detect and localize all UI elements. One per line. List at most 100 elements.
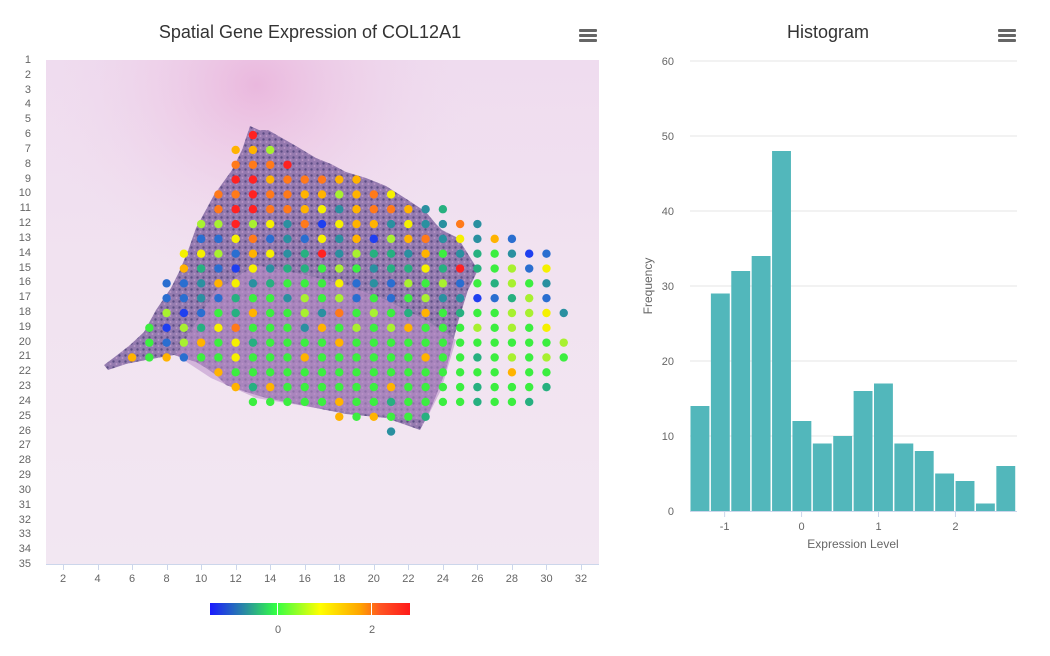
expression-spot[interactable] <box>507 382 517 392</box>
expression-spot[interactable] <box>248 234 258 244</box>
expression-spot[interactable] <box>300 397 309 407</box>
expression-spot[interactable] <box>421 234 430 244</box>
expression-spot[interactable] <box>231 279 240 288</box>
expression-spot[interactable] <box>404 323 413 333</box>
expression-spot[interactable] <box>196 308 206 318</box>
expression-spot[interactable] <box>196 338 206 347</box>
expression-spot[interactable] <box>248 323 258 333</box>
expression-spot[interactable] <box>386 234 396 244</box>
expression-spot[interactable] <box>248 145 258 155</box>
expression-spot[interactable] <box>266 175 275 184</box>
expression-spot[interactable] <box>421 382 430 392</box>
expression-spot[interactable] <box>231 205 240 214</box>
expression-spot[interactable] <box>248 205 258 214</box>
expression-spot[interactable] <box>196 353 206 362</box>
expression-spot[interactable] <box>404 338 413 347</box>
expression-spot[interactable] <box>335 397 344 407</box>
expression-spot[interactable] <box>231 160 240 169</box>
expression-spot[interactable] <box>369 368 378 377</box>
expression-spot[interactable] <box>300 323 309 333</box>
expression-spot[interactable] <box>283 279 292 288</box>
expression-spot[interactable] <box>421 323 430 333</box>
expression-spot[interactable] <box>231 249 240 258</box>
expression-spot[interactable] <box>507 264 517 273</box>
expression-spot[interactable] <box>248 130 258 140</box>
expression-spot[interactable] <box>266 145 275 155</box>
histogram-bar[interactable] <box>996 466 1016 511</box>
histogram-bar[interactable] <box>690 406 710 511</box>
expression-spot[interactable] <box>404 234 413 244</box>
histogram-bar[interactable] <box>975 503 995 512</box>
expression-spot[interactable] <box>162 338 171 347</box>
expression-spot[interactable] <box>386 368 396 377</box>
expression-spot[interactable] <box>386 219 396 229</box>
expression-spot[interactable] <box>317 338 327 347</box>
expression-spot[interactable] <box>473 353 482 362</box>
expression-spot[interactable] <box>369 338 378 347</box>
expression-spot[interactable] <box>317 190 327 199</box>
expression-spot[interactable] <box>335 205 344 214</box>
expression-spot[interactable] <box>248 249 258 258</box>
expression-spot[interactable] <box>214 338 223 347</box>
expression-spot[interactable] <box>352 175 361 184</box>
expression-spot[interactable] <box>455 368 465 377</box>
expression-spot[interactable] <box>369 353 378 362</box>
expression-spot[interactable] <box>214 323 223 333</box>
expression-spot[interactable] <box>283 397 292 407</box>
expression-spot[interactable] <box>404 353 413 362</box>
expression-spot[interactable] <box>421 412 430 421</box>
expression-spot[interactable] <box>369 293 378 303</box>
expression-spot[interactable] <box>542 323 551 333</box>
expression-spot[interactable] <box>386 412 396 421</box>
expression-spot[interactable] <box>300 205 309 214</box>
expression-spot[interactable] <box>214 249 223 258</box>
expression-spot[interactable] <box>300 382 309 392</box>
expression-spot[interactable] <box>266 190 275 199</box>
expression-spot[interactable] <box>542 264 551 273</box>
expression-spot[interactable] <box>266 205 275 214</box>
expression-spot[interactable] <box>179 308 189 318</box>
expression-spot[interactable] <box>542 279 551 288</box>
expression-spot[interactable] <box>300 293 309 303</box>
expression-spot[interactable] <box>559 308 568 318</box>
expression-spot[interactable] <box>266 382 275 392</box>
expression-spot[interactable] <box>317 175 327 184</box>
expression-spot[interactable] <box>507 338 517 347</box>
histogram-bar[interactable] <box>874 383 893 512</box>
expression-spot[interactable] <box>145 353 154 362</box>
expression-spot[interactable] <box>473 368 482 377</box>
expression-spot[interactable] <box>352 397 361 407</box>
expression-spot[interactable] <box>317 397 327 407</box>
expression-spot[interactable] <box>231 353 240 362</box>
expression-spot[interactable] <box>421 219 430 229</box>
expression-spot[interactable] <box>421 353 430 362</box>
expression-spot[interactable] <box>386 338 396 347</box>
expression-spot[interactable] <box>404 412 413 421</box>
expression-spot[interactable] <box>386 190 396 199</box>
expression-spot[interactable] <box>404 219 413 229</box>
expression-spot[interactable] <box>300 175 309 184</box>
expression-spot[interactable] <box>283 264 292 273</box>
expression-spot[interactable] <box>421 338 430 347</box>
histogram-bar[interactable] <box>853 391 873 511</box>
expression-spot[interactable] <box>352 323 361 333</box>
histogram-bar[interactable] <box>792 421 812 511</box>
expression-spot[interactable] <box>473 249 482 258</box>
expression-spot[interactable] <box>352 264 361 273</box>
expression-spot[interactable] <box>248 338 258 347</box>
expression-spot[interactable] <box>490 234 499 244</box>
expression-spot[interactable] <box>145 338 154 347</box>
expression-spot[interactable] <box>490 382 499 392</box>
expression-spot[interactable] <box>438 234 448 244</box>
expression-spot[interactable] <box>335 175 344 184</box>
expression-spot[interactable] <box>455 323 465 333</box>
expression-spot[interactable] <box>162 293 171 303</box>
expression-spot[interactable] <box>421 368 430 377</box>
expression-spot[interactable] <box>317 249 327 258</box>
expression-spot[interactable] <box>455 353 465 362</box>
expression-spot[interactable] <box>369 412 378 421</box>
expression-spot[interactable] <box>335 249 344 258</box>
expression-spot[interactable] <box>386 353 396 362</box>
expression-spot[interactable] <box>386 382 396 392</box>
expression-spot[interactable] <box>300 338 309 347</box>
